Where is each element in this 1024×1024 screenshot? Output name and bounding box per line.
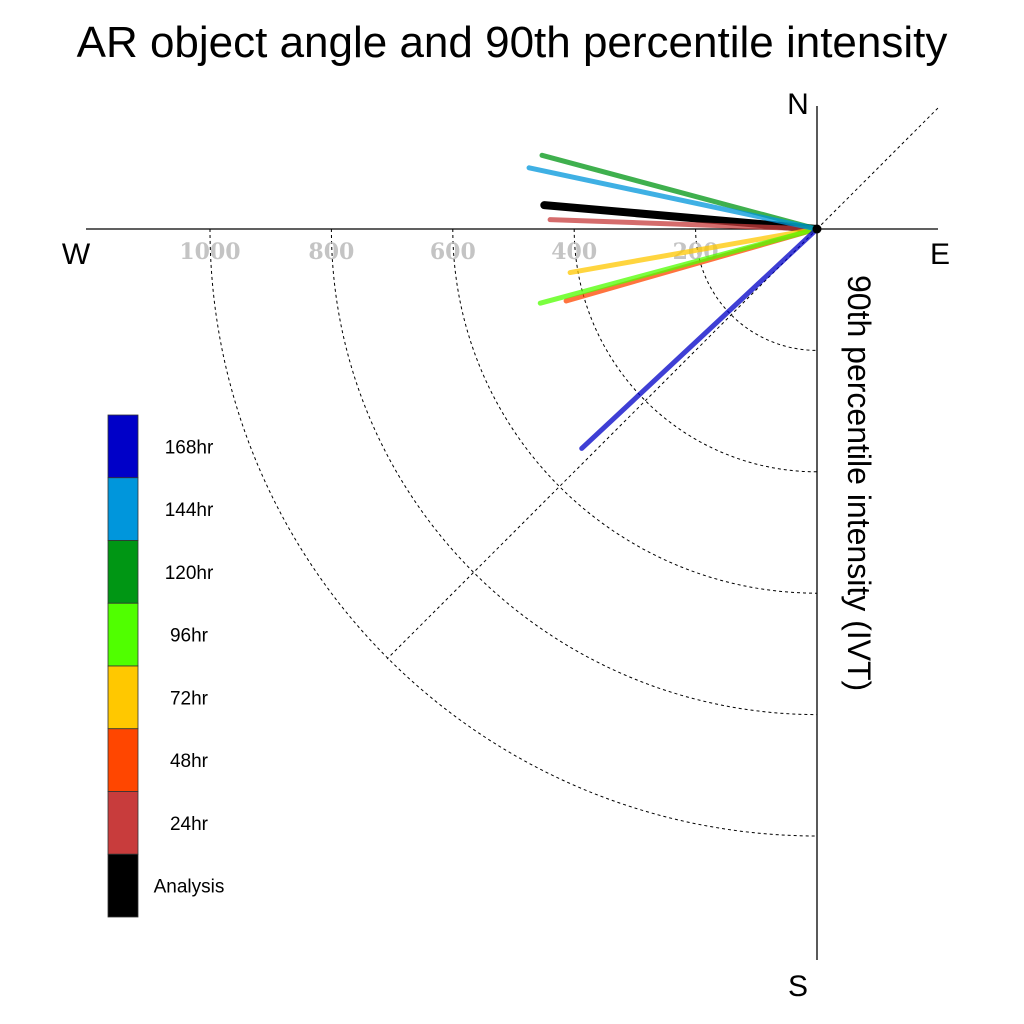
vector-24hr: [547, 217, 820, 232]
grid-arc-800: [330, 228, 818, 716]
radial-tick-labels: 2004006008001000: [179, 239, 718, 265]
legend: 168hr 144hr 120hr 96hr 72hr 48hr 24hr Analysis: [107, 414, 225, 918]
grid-arc-400: [573, 228, 818, 473]
diagonal-guide-sw: [386, 228, 818, 660]
label-south: S: [788, 970, 808, 1003]
legend-swatch: [107, 665, 139, 730]
legend-label: 144hr: [165, 500, 214, 521]
legend-label: 96hr: [170, 626, 209, 647]
tick-label: 1000: [179, 239, 240, 265]
tick-label: 400: [551, 239, 597, 265]
grid-arc-200: [695, 228, 818, 351]
chart-title: AR object angle and 90th percentile inte…: [77, 18, 948, 67]
legend-swatch: [107, 540, 139, 604]
vector-168hr: [579, 226, 820, 451]
series-vectors: [526, 152, 821, 451]
y-axis-label: 90th percentile intensity (IVT): [841, 275, 877, 691]
origin-marker: [812, 224, 822, 234]
legend-label: 120hr: [165, 563, 214, 584]
tick-label: 600: [430, 239, 476, 265]
legend-swatch: [107, 791, 139, 855]
legend-swatch: [107, 602, 139, 667]
legend-label: 168hr: [165, 437, 214, 458]
tick-label: 800: [308, 239, 354, 265]
legend-label: 48hr: [170, 751, 209, 772]
vector-96hr: [537, 226, 820, 306]
legend-label: Analysis: [154, 877, 225, 898]
vector-72hr: [567, 226, 820, 276]
legend-label: 72hr: [170, 688, 209, 709]
grid-arc-600: [452, 228, 818, 594]
legend-swatch: [107, 728, 139, 792]
diagonal-guide-ne: [816, 105, 941, 230]
legend-swatch: [107, 853, 139, 918]
legend-label: 24hr: [170, 814, 209, 835]
label-west: W: [62, 238, 91, 271]
vector-144hr: [526, 165, 820, 232]
label-north: N: [787, 88, 809, 121]
legend-swatch: [107, 414, 139, 479]
legend-swatch: [107, 477, 139, 541]
label-east: E: [930, 238, 950, 271]
